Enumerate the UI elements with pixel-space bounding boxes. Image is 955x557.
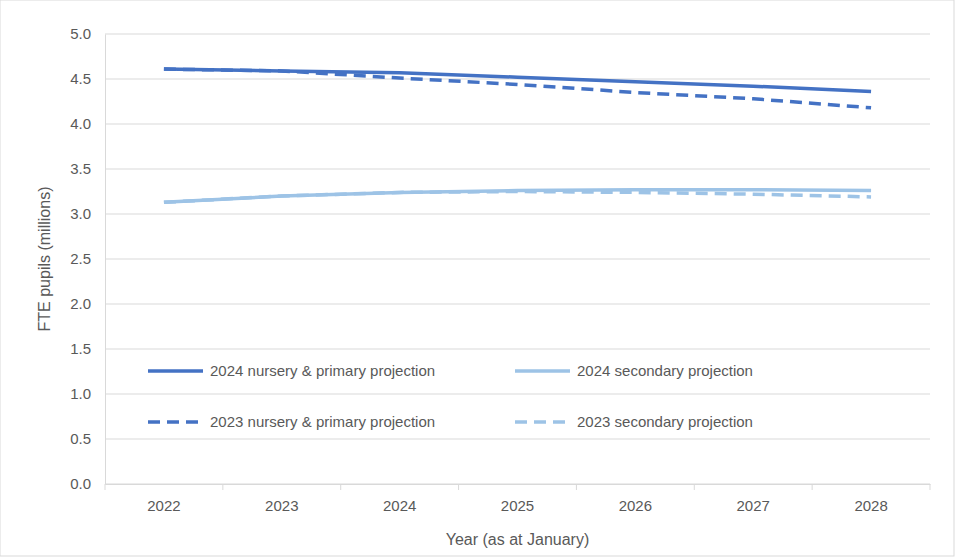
legend-label: 2024 nursery & primary projection bbox=[210, 362, 435, 379]
legend-swatch bbox=[515, 420, 570, 424]
legend-label: 2023 secondary projection bbox=[577, 413, 753, 430]
category-separators bbox=[105, 484, 930, 490]
series-line bbox=[164, 192, 871, 203]
y-tick-label: 0.5 bbox=[70, 430, 91, 447]
y-tick: 0.5 bbox=[70, 430, 105, 447]
x-tick: 2022 bbox=[147, 484, 180, 514]
category-separator bbox=[812, 484, 813, 490]
grid-line bbox=[105, 169, 930, 170]
category-separator bbox=[930, 484, 931, 490]
y-tick: 2.0 bbox=[70, 295, 105, 312]
y-tick-label: 3.5 bbox=[70, 160, 91, 177]
y-tick: 1.0 bbox=[70, 385, 105, 402]
legend-item: 2024 nursery & primary projection bbox=[148, 362, 435, 379]
legend-swatch bbox=[515, 369, 570, 373]
legend-item: 2024 secondary projection bbox=[515, 362, 753, 379]
series-line bbox=[164, 69, 871, 108]
grid-line bbox=[105, 124, 930, 125]
grid-line bbox=[105, 394, 930, 395]
x-tick: 2028 bbox=[854, 484, 887, 514]
x-tick-label: 2024 bbox=[383, 497, 416, 514]
x-tick: 2024 bbox=[383, 484, 416, 514]
chart: 0.00.51.01.52.02.53.03.54.04.55.02022202… bbox=[0, 0, 955, 557]
category-separator bbox=[694, 484, 695, 490]
y-tick-label: 1.0 bbox=[70, 385, 91, 402]
category-separator bbox=[105, 484, 106, 490]
grid-line bbox=[105, 349, 930, 350]
x-axis-line bbox=[106, 484, 931, 485]
x-tick-label: 2028 bbox=[854, 497, 887, 514]
category-separator bbox=[340, 484, 341, 490]
y-tick: 5.0 bbox=[70, 25, 105, 42]
x-tick-label: 2025 bbox=[501, 497, 534, 514]
series-line bbox=[164, 190, 871, 203]
grid-line bbox=[105, 484, 930, 485]
grid-line bbox=[105, 439, 930, 440]
y-tick-label: 3.0 bbox=[70, 205, 91, 222]
x-tick: 2023 bbox=[265, 484, 298, 514]
x-tick-label: 2023 bbox=[265, 497, 298, 514]
legend: 2024 nursery & primary projection 2024 se… bbox=[148, 362, 753, 430]
grid-line bbox=[105, 304, 930, 305]
x-tick: 2027 bbox=[737, 484, 770, 514]
y-axis-title: FTE pupils (millions) bbox=[36, 187, 53, 332]
y-tick: 4.0 bbox=[70, 115, 105, 132]
legend-label: 2023 nursery & primary projection bbox=[210, 413, 435, 430]
y-tick: 3.5 bbox=[70, 160, 105, 177]
x-axis: 2022 2023 2024 2025 2026 2027 2028 bbox=[106, 484, 931, 514]
y-tick: 0.0 bbox=[70, 475, 105, 492]
y-tick-label: 1.5 bbox=[70, 340, 91, 357]
chart-border bbox=[0, 0, 954, 556]
x-tick: 2026 bbox=[619, 484, 652, 514]
x-tick-label: 2026 bbox=[619, 497, 652, 514]
y-tick: 1.5 bbox=[70, 340, 105, 357]
legend-swatch bbox=[148, 420, 203, 424]
x-tick-label: 2027 bbox=[737, 497, 770, 514]
legend-label: 2024 secondary projection bbox=[577, 362, 753, 379]
y-tick-label: 2.0 bbox=[70, 295, 91, 312]
category-separator bbox=[222, 484, 223, 490]
y-tick: 4.5 bbox=[70, 70, 105, 87]
plot-area bbox=[164, 69, 871, 202]
x-tick: 2025 bbox=[501, 484, 534, 514]
y-tick-label: 5.0 bbox=[70, 25, 91, 42]
legend-swatch bbox=[148, 369, 203, 373]
y-tick-label: 2.5 bbox=[70, 250, 91, 267]
y-tick: 3.0 bbox=[70, 205, 105, 222]
y-tick-label: 0.0 bbox=[70, 475, 91, 492]
y-axis: 0.0 0.5 1.0 1.5 2.0 2.5 3.0 3.5 4.0 4.5 5.0 bbox=[70, 25, 105, 492]
grid-line bbox=[105, 259, 930, 260]
x-axis-title: Year (as at January) bbox=[446, 531, 589, 548]
y-axis-line bbox=[105, 35, 106, 485]
category-separator bbox=[458, 484, 459, 490]
x-tick-label: 2022 bbox=[147, 497, 180, 514]
y-tick-label: 4.0 bbox=[70, 115, 91, 132]
category-separator bbox=[576, 484, 577, 490]
grid bbox=[105, 34, 930, 484]
series-line bbox=[164, 69, 871, 92]
y-tick: 2.5 bbox=[70, 250, 105, 267]
grid-line bbox=[105, 214, 930, 215]
y-tick-label: 4.5 bbox=[70, 70, 91, 87]
legend-item: 2023 secondary projection bbox=[515, 413, 753, 430]
grid-line bbox=[105, 34, 930, 35]
legend-item: 2023 nursery & primary projection bbox=[148, 413, 435, 430]
